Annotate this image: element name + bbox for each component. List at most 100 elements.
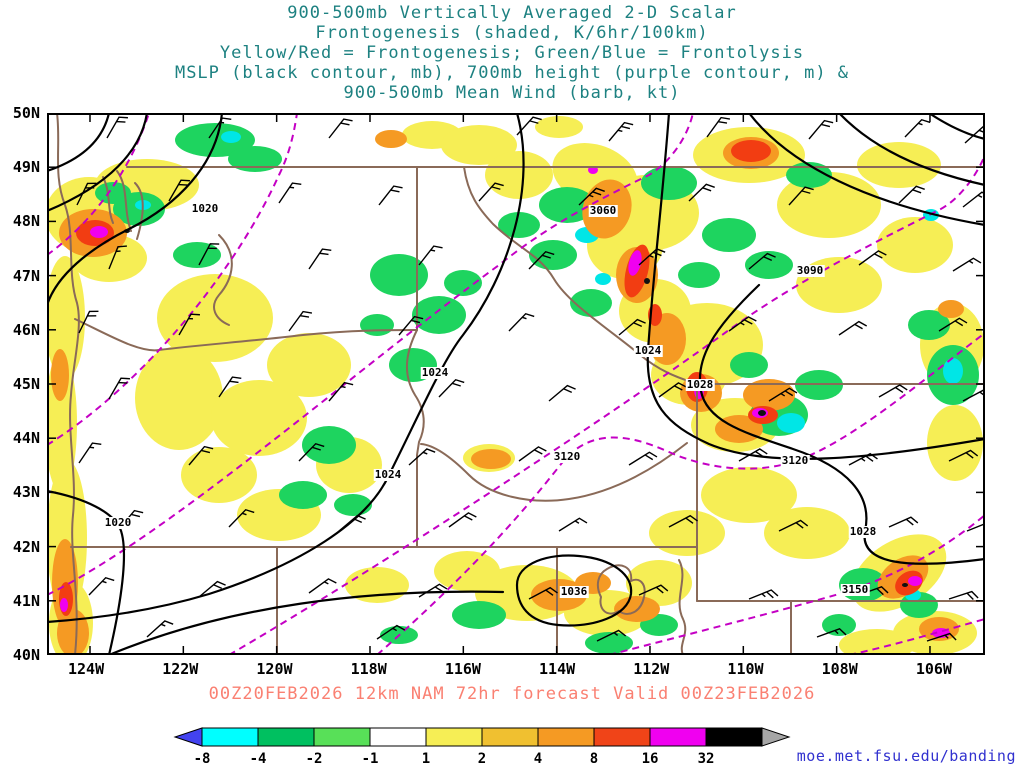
wind-barb bbox=[378, 185, 403, 206]
wind-barb bbox=[518, 446, 547, 462]
wind-barb bbox=[638, 248, 666, 266]
colorbar-tick-label: -4 bbox=[250, 751, 267, 767]
wind-barb bbox=[688, 183, 715, 202]
wind-barb bbox=[278, 182, 302, 204]
wind-barb bbox=[308, 578, 337, 594]
lat-tick-label: 44N bbox=[12, 429, 40, 448]
wind-barb bbox=[778, 519, 809, 532]
wind-barb bbox=[948, 590, 979, 600]
lat-tick-label: 49N bbox=[12, 158, 40, 177]
lat-tick-label: 46N bbox=[12, 320, 40, 339]
wind-barb bbox=[288, 310, 313, 332]
map-border bbox=[47, 113, 985, 655]
forecast-caption: 00Z20FEB2026 12km NAM 72hr forecast Vali… bbox=[208, 684, 816, 704]
wind-barb bbox=[308, 248, 332, 270]
longitude-axis: 124W 122W 120W 118W 116W 114W 112W 110W 108W 106W bbox=[68, 660, 952, 678]
colorbar-cell bbox=[201, 727, 259, 747]
wind-barb bbox=[596, 629, 627, 642]
lon-tick-label: 120W bbox=[256, 660, 293, 678]
colorbar-cell bbox=[313, 727, 371, 747]
wind-barb bbox=[78, 310, 99, 334]
colorbar-cell bbox=[593, 727, 651, 747]
wind-barb bbox=[938, 317, 968, 332]
lat-tick-label: 45N bbox=[12, 374, 40, 393]
wind-barb bbox=[338, 514, 366, 532]
weather-map bbox=[47, 113, 985, 655]
title-line-5: 900-500mb Mean Wind (barb, kt) bbox=[343, 83, 681, 103]
wind-barb bbox=[478, 182, 504, 202]
title-line-1: 900-500mb Vertically Averaged 2-D Scalar bbox=[287, 3, 737, 23]
wind-barb bbox=[508, 312, 535, 332]
wind-barb bbox=[78, 442, 102, 464]
wind-barb bbox=[418, 245, 443, 266]
wind-barb bbox=[198, 243, 220, 266]
wind-barb bbox=[838, 320, 868, 336]
wind-barb bbox=[228, 508, 255, 528]
lon-tick-label: 124W bbox=[68, 660, 105, 678]
colorbar-tick-label: 8 bbox=[590, 751, 598, 767]
wind-barb bbox=[808, 119, 834, 140]
wind-barb bbox=[328, 381, 354, 402]
wind-barb bbox=[398, 315, 424, 336]
colorbar-left-arrow bbox=[173, 727, 203, 747]
wind-barb bbox=[208, 117, 232, 139]
wind-barb bbox=[218, 376, 242, 398]
colorbar-tick-label: 16 bbox=[642, 751, 659, 767]
wind-barb bbox=[628, 451, 658, 466]
wind-barb bbox=[376, 624, 406, 640]
lat-tick-label: 43N bbox=[12, 483, 40, 502]
wind-barb bbox=[88, 576, 115, 596]
lon-tick-label: 112W bbox=[633, 660, 670, 678]
lon-tick-label: 116W bbox=[444, 660, 481, 678]
wind-barb bbox=[962, 191, 985, 208]
colorbar-cell bbox=[705, 727, 763, 747]
wind-barb bbox=[964, 126, 985, 144]
lat-tick-label: 42N bbox=[12, 537, 40, 556]
wind-barb bbox=[948, 449, 979, 462]
wind-barb bbox=[816, 627, 847, 638]
colorbar-tick-label: 32 bbox=[698, 751, 715, 767]
title-line-2: Frontogenesis (shaded, K/6hr/100km) bbox=[315, 23, 709, 43]
latitude-axis: 50N 49N 48N 47N 46N 45N 44N 43N 42N 41N 40N bbox=[0, 104, 43, 664]
wind-barb bbox=[188, 445, 214, 466]
wind-barb bbox=[748, 252, 776, 270]
shading-yellow-frontogenesis bbox=[47, 116, 984, 655]
wind-barb bbox=[658, 382, 687, 398]
colorbar-cell bbox=[257, 727, 315, 747]
title-line-3: Yellow/Red = Frontogenesis; Green/Blue =… bbox=[219, 43, 805, 63]
wind-barb bbox=[966, 521, 985, 532]
wind-barb bbox=[728, 316, 757, 332]
wind-barb bbox=[298, 442, 325, 462]
wind-barb bbox=[608, 121, 634, 142]
wind-barb bbox=[898, 185, 925, 204]
wind-barb bbox=[548, 384, 576, 402]
colorbar-tick-label: -8 bbox=[194, 751, 211, 767]
lat-tick-label: 41N bbox=[12, 591, 40, 610]
lat-tick-label: 48N bbox=[12, 212, 40, 231]
wind-barb bbox=[904, 118, 931, 138]
wind-barb bbox=[706, 116, 731, 138]
wind-barb bbox=[926, 632, 957, 642]
credit-link[interactable]: moe.met.fsu.edu/banding bbox=[796, 747, 1016, 765]
colorbar: -8 -4 -2 -1 1 2 4 8 16 32 bbox=[172, 727, 794, 768]
wind-barb bbox=[448, 512, 477, 528]
state-borders bbox=[56, 113, 985, 655]
wind-barb bbox=[168, 179, 190, 202]
chart-title-block: 900-500mb Vertically Averaged 2-D Scalar… bbox=[0, 3, 1024, 103]
wind-barb bbox=[146, 620, 174, 638]
colorbar-tick-label: 4 bbox=[534, 751, 542, 767]
wind-barb bbox=[848, 452, 878, 466]
colorbar-right-arrow bbox=[761, 727, 791, 747]
height-contours-700mb bbox=[47, 113, 985, 655]
lat-tick-label: 40N bbox=[12, 645, 40, 664]
wind-barb bbox=[328, 118, 353, 139]
wind-barb bbox=[418, 583, 448, 598]
wind-barb bbox=[558, 517, 588, 532]
colorbar-tick-label: -1 bbox=[362, 751, 379, 767]
colorbar-cell bbox=[425, 727, 483, 747]
lon-tick-label: 114W bbox=[539, 660, 576, 678]
colorbar-tick-label: 2 bbox=[478, 751, 486, 767]
wind-barb bbox=[106, 116, 128, 139]
wind-barb bbox=[888, 516, 919, 528]
